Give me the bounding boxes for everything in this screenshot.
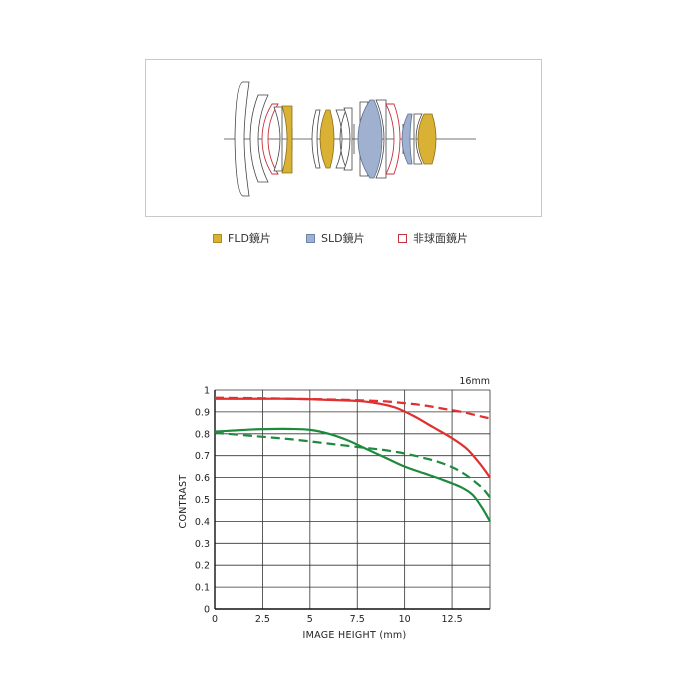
y-tick-label: 1 [204, 386, 210, 397]
lens-diagram-panel [145, 59, 542, 217]
legend-item-fld: FLD鏡片 [213, 232, 271, 246]
lens-construction-diagram [224, 81, 476, 197]
series-line-3 [214, 431, 491, 499]
lens-element-6 [311, 109, 321, 169]
chart-grid [214, 389, 491, 610]
chart-ticks: 00.10.20.30.40.50.60.70.80.910 2.5 5 7.5 10 1… [195, 386, 463, 626]
y-tick-label: 0.2 [195, 561, 210, 572]
fld-swatch-icon [213, 234, 222, 243]
lens-element-2 [249, 94, 269, 183]
y-tick-label: 0.9 [195, 407, 210, 418]
lens-element-3-aspherical [261, 103, 279, 175]
lens-element-12 [375, 99, 387, 179]
lens-element-5-fld [281, 105, 293, 174]
lens-element-14-sld [401, 113, 413, 165]
legend-label-sld: SLD鏡片 [321, 232, 365, 245]
sld-swatch-icon [306, 234, 315, 243]
x-tick-label: 7.5 [350, 614, 365, 625]
lens-element-13-aspherical [385, 103, 401, 175]
legend-item-sld: SLD鏡片 [306, 232, 365, 246]
y-tick-label: 0.7 [195, 451, 210, 462]
y-tick-label: 0.6 [195, 473, 210, 484]
x-tick-label: 2.5 [255, 614, 270, 625]
y-tick-label: 0.8 [195, 429, 210, 440]
y-axis-title: CONTRAST [178, 475, 189, 529]
lens-element-9 [343, 107, 353, 171]
chart-series [214, 396, 491, 522]
x-tick-label: 0 [212, 614, 218, 625]
legend-label-aspherical: 非球面鏡片 [413, 232, 468, 245]
lens-element-4 [273, 106, 283, 172]
legend-item-aspherical: 非球面鏡片 [398, 232, 468, 246]
chart-title: 16mm [459, 376, 490, 387]
lens-element-1 [234, 81, 250, 197]
series-line-0 [215, 397, 491, 479]
y-tick-label: 0.3 [195, 539, 210, 550]
y-tick-label: 0.4 [195, 517, 210, 528]
lens-element-7-fld [319, 109, 335, 169]
lens-element-16-fld [417, 113, 437, 165]
series-line-1 [214, 396, 491, 420]
legend-label-fld: FLD鏡片 [228, 232, 271, 245]
y-tick-label: 0 [204, 605, 210, 616]
x-axis-title: IMAGE HEIGHT (mm) [302, 630, 406, 641]
lens-element-15 [413, 113, 423, 165]
x-tick-label: 12.5 [441, 614, 462, 625]
x-tick-label: 5 [307, 614, 313, 625]
aspherical-swatch-icon [398, 234, 407, 243]
y-tick-label: 0.5 [195, 495, 210, 506]
lens-element-11-sld [357, 99, 383, 179]
y-tick-label: 0.1 [195, 583, 210, 594]
series-line-2 [214, 427, 491, 522]
x-tick-label: 10 [399, 614, 411, 625]
